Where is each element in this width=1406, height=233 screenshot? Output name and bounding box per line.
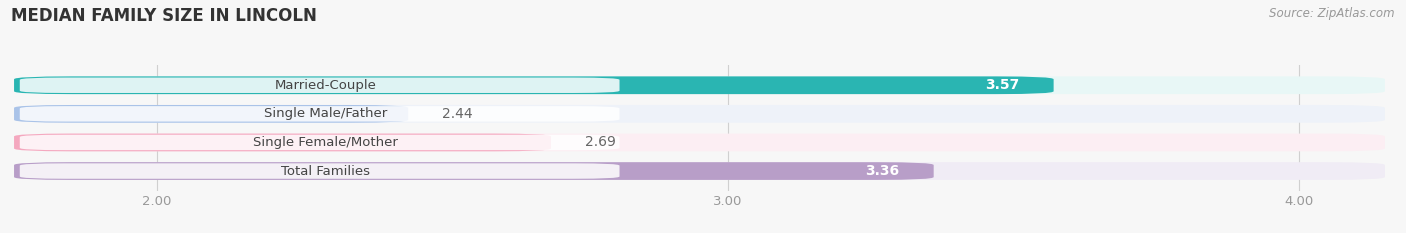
Text: Single Male/Father: Single Male/Father <box>264 107 387 120</box>
Text: 3.57: 3.57 <box>986 78 1019 92</box>
FancyBboxPatch shape <box>14 105 1385 123</box>
FancyBboxPatch shape <box>14 105 408 123</box>
Text: MEDIAN FAMILY SIZE IN LINCOLN: MEDIAN FAMILY SIZE IN LINCOLN <box>11 7 318 25</box>
FancyBboxPatch shape <box>20 163 620 179</box>
FancyBboxPatch shape <box>14 76 1385 94</box>
Text: Source: ZipAtlas.com: Source: ZipAtlas.com <box>1270 7 1395 20</box>
Text: Total Families: Total Families <box>281 164 370 178</box>
FancyBboxPatch shape <box>14 162 934 180</box>
Text: Single Female/Mother: Single Female/Mother <box>253 136 398 149</box>
Text: 2.44: 2.44 <box>443 107 472 121</box>
FancyBboxPatch shape <box>20 106 620 122</box>
FancyBboxPatch shape <box>20 135 620 150</box>
Text: 3.36: 3.36 <box>865 164 900 178</box>
Text: 2.69: 2.69 <box>585 135 616 149</box>
Text: Married-Couple: Married-Couple <box>274 79 377 92</box>
FancyBboxPatch shape <box>14 134 1385 151</box>
FancyBboxPatch shape <box>14 162 1385 180</box>
FancyBboxPatch shape <box>14 76 1053 94</box>
FancyBboxPatch shape <box>20 78 620 93</box>
FancyBboxPatch shape <box>14 134 551 151</box>
